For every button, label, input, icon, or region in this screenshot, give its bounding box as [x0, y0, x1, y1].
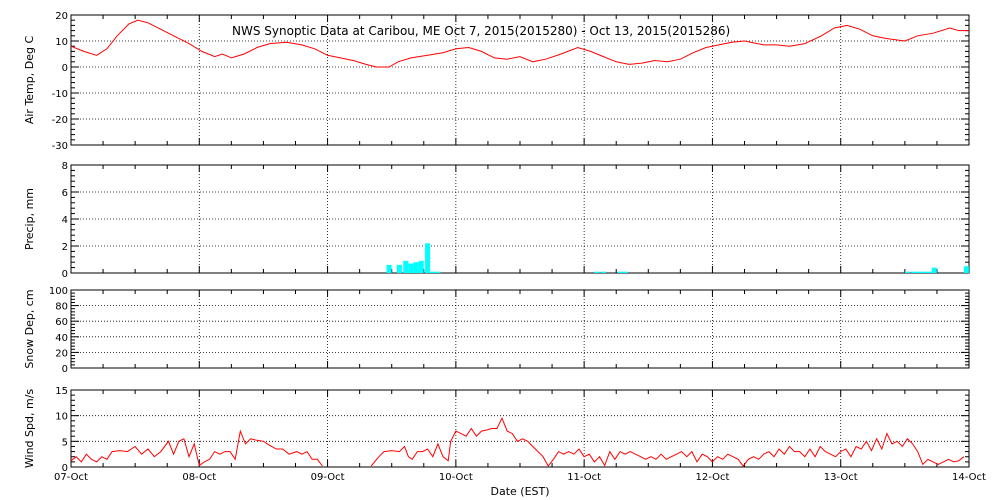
y-tick-label: 4 [62, 215, 68, 226]
panel-wind-speed: 15 10 5 0 Wind Spd, m/s [23, 386, 970, 474]
precip-bar [916, 271, 922, 273]
y-tick-label: 8 [62, 161, 68, 172]
precip-bar [418, 260, 424, 273]
y-tick-label: 20 [55, 11, 68, 22]
precip-bar [963, 266, 969, 273]
y-tick-label: 0 [62, 269, 68, 280]
series-group [71, 19, 969, 68]
chart-title: NWS Synoptic Data at Caribou, ME Oct 7, … [232, 24, 730, 38]
y-tick-label: -30 [52, 141, 68, 152]
precip-bar [931, 267, 937, 273]
y-tick-label: 5 [62, 437, 68, 448]
precip-bar [430, 271, 436, 273]
panel-snow-depth: 100 80 60 40 20 0 Snow Dep, cm [23, 286, 970, 375]
y-tick-label: 60 [55, 317, 68, 328]
x-tick-label: 11-Oct [567, 472, 601, 483]
x-axis-label: Date (EST) [490, 485, 549, 498]
y-tick-label: 2 [62, 242, 68, 253]
precip-bar [413, 262, 419, 273]
y-tick-label: 0 [62, 463, 68, 474]
x-tick-label: 12-Oct [695, 472, 729, 483]
panel-precip: 8 6 4 2 0 Precip, mm [23, 161, 970, 280]
x-tick-label: 07-Oct [54, 472, 88, 483]
precip-bar [594, 271, 600, 273]
y-tick-label: -20 [52, 115, 68, 126]
x-tick-label: 08-Oct [182, 472, 216, 483]
y-tick-label: 10 [55, 412, 68, 423]
precip-bar [926, 271, 932, 273]
x-tick-label: 09-Oct [311, 472, 345, 483]
y-axis-label: Precip, mm [23, 188, 36, 250]
precip-bar [408, 263, 414, 273]
precip-bar [386, 264, 392, 273]
y-tick-label: -10 [52, 89, 68, 100]
panel-air-temp: 20 10 0 -10 -20 -30 Air Temp, Deg C [23, 11, 970, 152]
y-tick-label: 10 [55, 37, 68, 48]
series-line [370, 416, 965, 467]
plot-frame [70, 289, 970, 369]
x-tick-label: 14-Oct [952, 472, 986, 483]
y-tick-label: 0 [62, 63, 68, 74]
precip-bar [921, 271, 927, 273]
plot-frame [70, 164, 970, 274]
x-tick-label: 10-Oct [439, 472, 473, 483]
precip-bar [600, 271, 606, 273]
y-tick-label: 15 [55, 386, 68, 397]
series-group [71, 416, 965, 467]
y-axis-label: Air Temp, Deg C [23, 36, 36, 125]
plot-frame [70, 389, 970, 468]
y-tick-label: 40 [55, 333, 68, 344]
precip-bar [403, 260, 409, 273]
y-axis-label: Wind Spd, m/s [23, 389, 36, 469]
y-tick-label: 80 [55, 302, 68, 313]
precip-bar [425, 243, 431, 273]
precip-bar [622, 271, 628, 273]
precip-bar [396, 264, 402, 273]
x-tick-labels: 07-Oct 08-Oct 09-Oct 10-Oct 11-Oct 12-Oc… [54, 472, 986, 483]
precip-bar [911, 271, 917, 273]
y-tick-label: 0 [62, 364, 68, 375]
series-group [386, 243, 969, 273]
precip-bar [904, 271, 910, 273]
y-tick-label: 100 [49, 286, 68, 297]
y-tick-label: 6 [62, 188, 68, 199]
y-axis-label: Snow Dep, cm [23, 289, 36, 368]
precip-bar [435, 271, 441, 273]
series-line [71, 19, 969, 68]
x-tick-label: 13-Oct [824, 472, 858, 483]
y-tick-label: 20 [55, 348, 68, 359]
precip-bar [617, 271, 623, 273]
series-line [71, 429, 323, 467]
